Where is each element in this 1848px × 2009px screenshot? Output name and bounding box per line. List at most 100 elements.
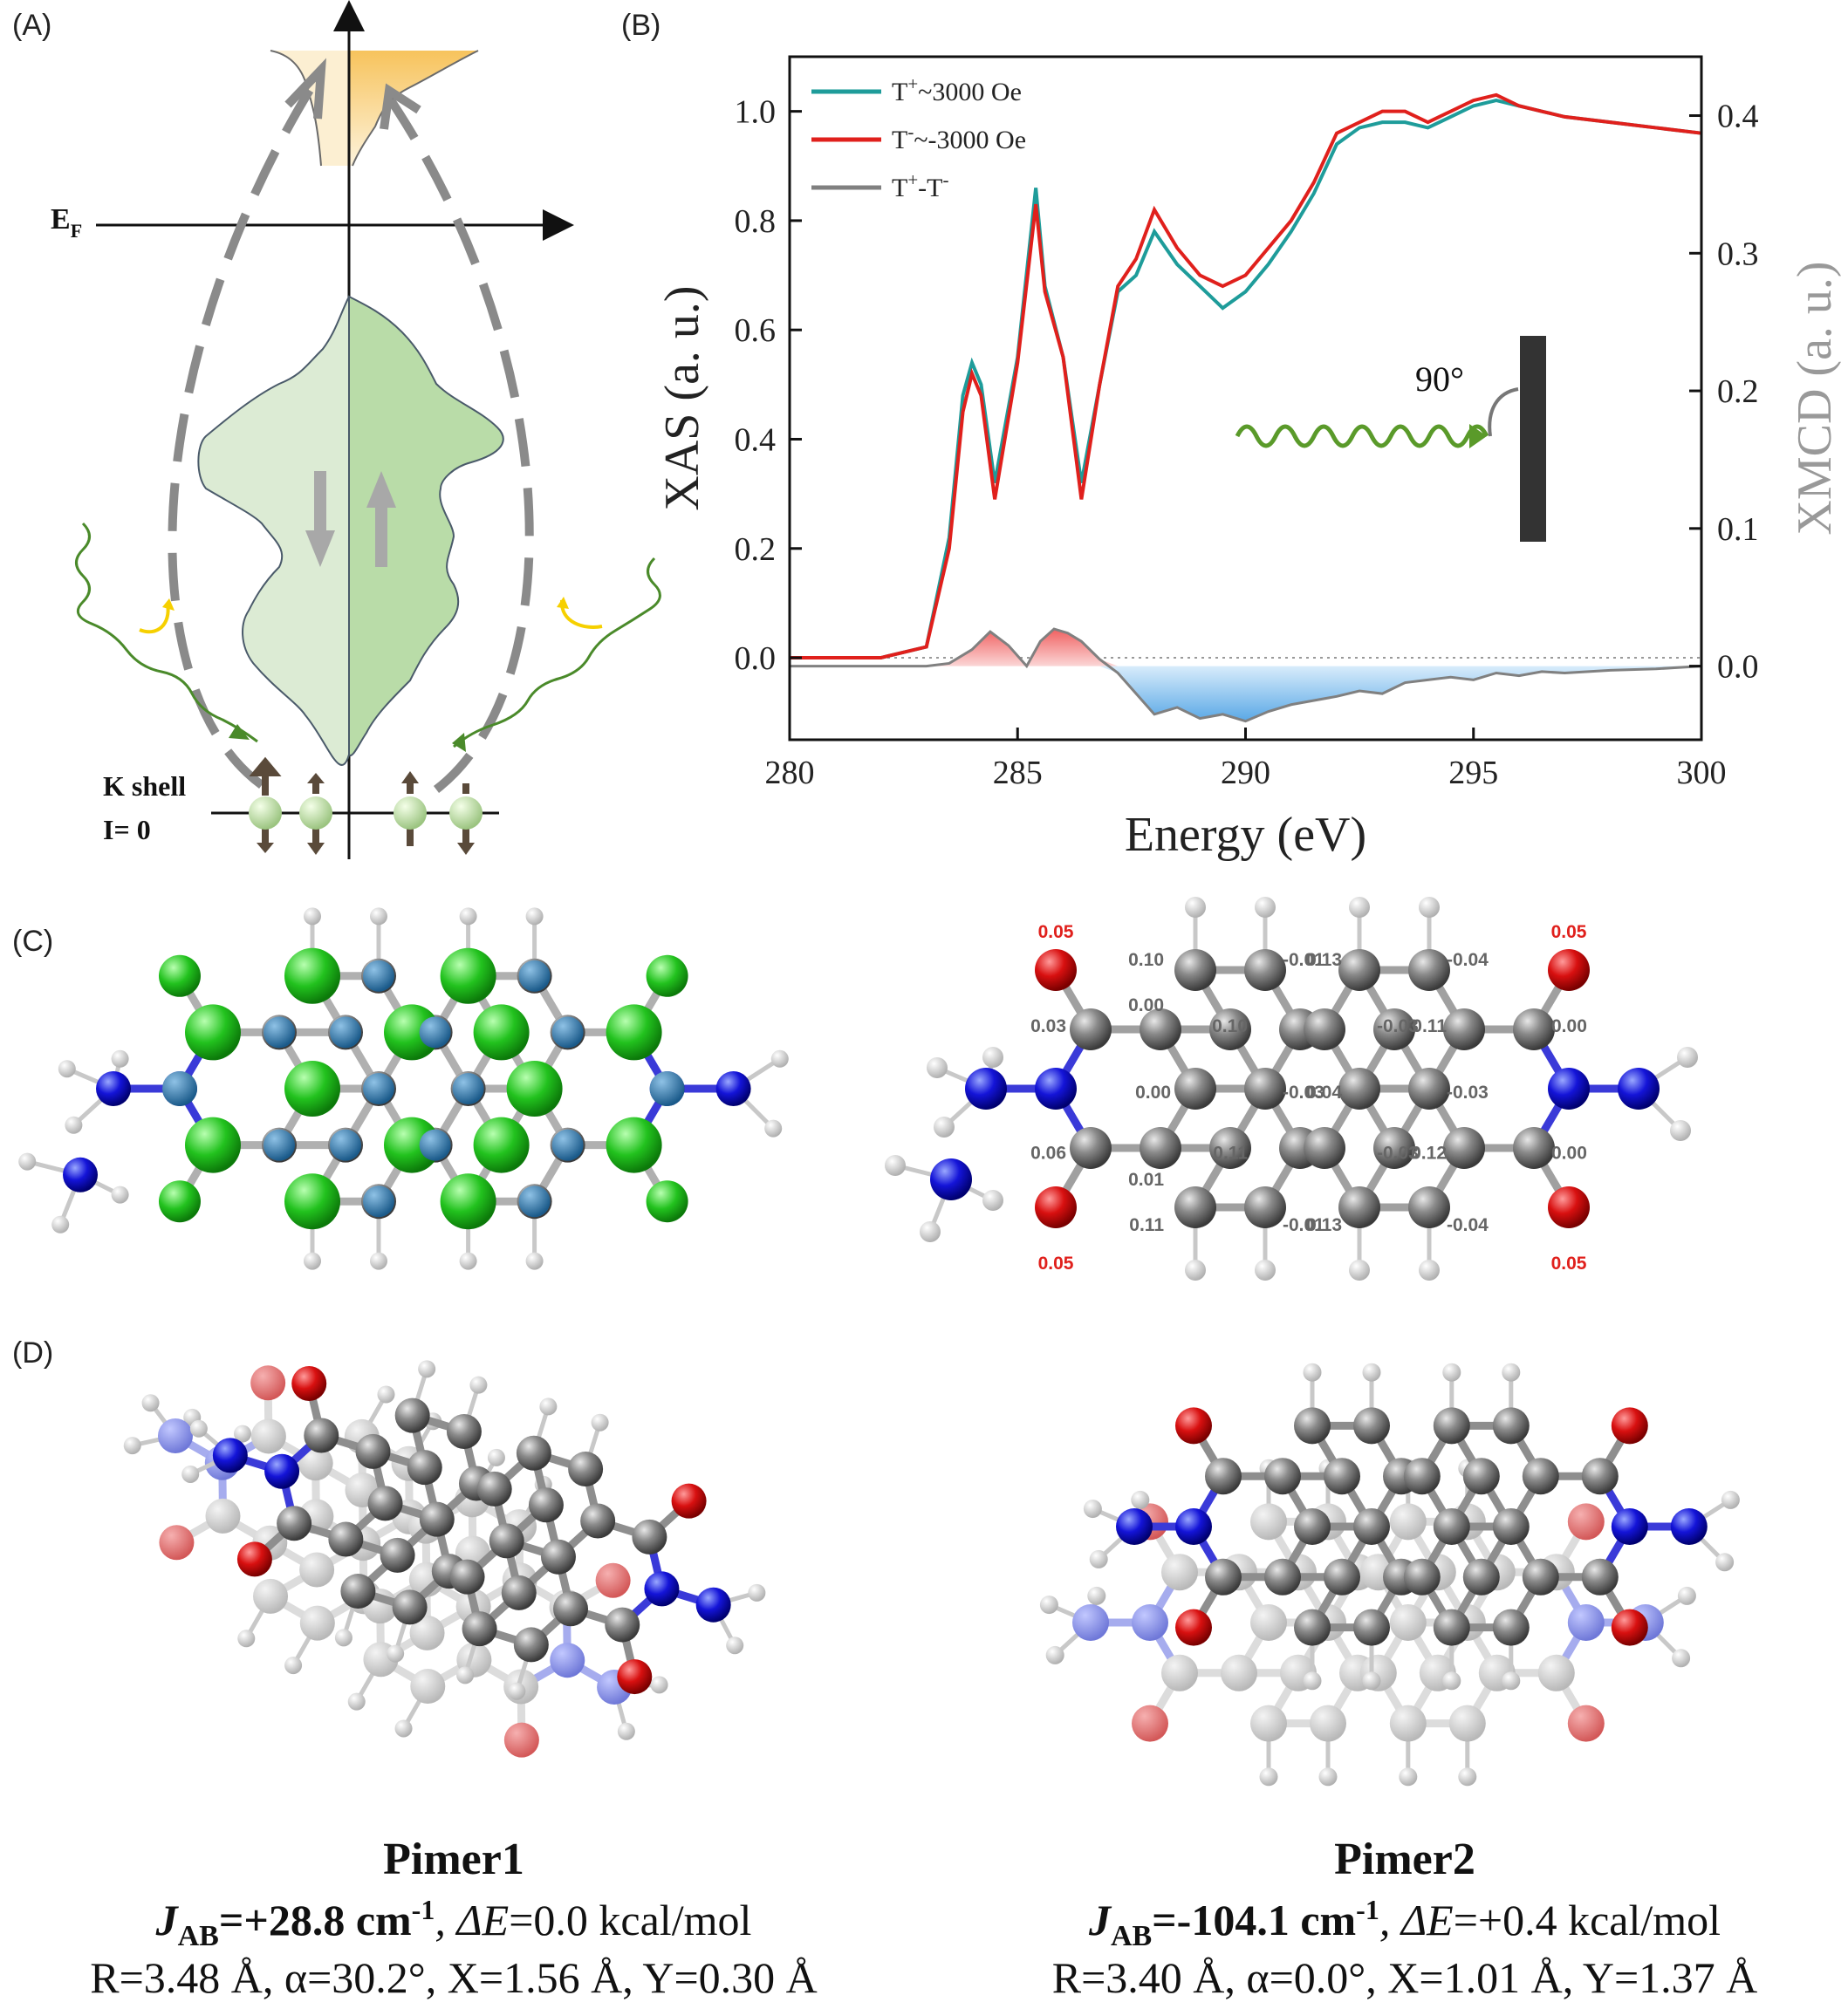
y-tick-label: 1.0	[735, 94, 777, 131]
oxygen-atom	[1567, 1705, 1605, 1742]
hydrogen-atom	[1715, 1553, 1735, 1572]
hydrogen-atom	[982, 1047, 1003, 1068]
carbon-atom	[1353, 1508, 1390, 1545]
carbon-atom	[277, 1506, 312, 1541]
spin-density-alpha-lobe	[440, 1173, 496, 1230]
xmcd-negative-fill	[790, 666, 1701, 721]
carbon-atom	[1294, 1609, 1331, 1646]
hydrogen-atom	[1259, 1767, 1278, 1787]
nitrogen-atom	[157, 1418, 193, 1453]
spin-density-beta-lobe	[264, 1129, 295, 1161]
atomic-charge-label: 0.00	[1135, 1083, 1171, 1103]
hydrogen-atom	[234, 1425, 252, 1443]
spin-down-arrow	[305, 471, 335, 567]
carbon-atom	[392, 1589, 428, 1625]
hydrogen-atom	[1672, 1649, 1691, 1668]
carbon-atom	[1304, 1008, 1345, 1050]
nitrogen-atom	[264, 1453, 300, 1489]
x-tick-label: 295	[1448, 755, 1498, 791]
spin-density-beta-lobe	[264, 1016, 295, 1049]
nitrogen-atom	[1035, 1068, 1077, 1110]
hydrogen-atom	[1255, 897, 1276, 918]
carbon-atom	[1174, 1068, 1216, 1110]
carbon-atom	[1522, 1558, 1559, 1596]
hydrogen-atom	[770, 1049, 789, 1068]
carbon-atom	[1161, 1554, 1198, 1591]
hydrogen-atom	[111, 1049, 129, 1068]
x-tick-label: 300	[1677, 755, 1727, 791]
nuclear-spin-label: I= 0	[103, 814, 151, 845]
hydrogen-atom	[334, 1629, 352, 1647]
y2-tick-label: 0.2	[1717, 373, 1759, 410]
carbon-atom	[1462, 1558, 1500, 1596]
carbon-atom	[1433, 1609, 1470, 1646]
carbon-atom	[580, 1503, 616, 1539]
hydrogen-atom	[189, 1419, 208, 1438]
atomic-charge-label: 0.05	[1551, 922, 1587, 942]
carbon-atom	[1492, 1407, 1530, 1445]
hydrogen-atom	[1670, 1120, 1691, 1141]
nitrogen-atom	[644, 1571, 680, 1607]
panel-d-label: (D)	[12, 1336, 53, 1370]
atomic-charge-label: 0.10	[1212, 1016, 1248, 1036]
oxygen-atom	[159, 1525, 195, 1561]
hydrogen-atom	[539, 1397, 558, 1416]
carbon-atom	[394, 1397, 430, 1433]
carbon-atom	[1443, 1008, 1485, 1050]
hydrogen-atom	[1677, 1586, 1696, 1605]
spin-up-arrow	[366, 471, 396, 567]
hydrogen-atom	[58, 1060, 76, 1078]
hydrogen-atom	[764, 1119, 783, 1138]
carbon-atom	[1221, 1654, 1257, 1691]
carbon-atom	[1522, 1458, 1559, 1495]
hydrogen-atom	[51, 1215, 70, 1233]
carbon-atom	[299, 1605, 335, 1641]
carbon-atom	[1338, 1068, 1380, 1110]
carbon-atom	[1581, 1458, 1619, 1495]
spin-density-alpha-lobe	[606, 1117, 662, 1173]
xas-chart: 280 285 290 295 300 0.0 0.2 0.4 0.6 0.8 1.0 0.0 0.1 0…	[655, 55, 1842, 862]
carbon-atom	[1140, 1008, 1181, 1050]
carbon-atom	[298, 1445, 333, 1481]
hydrogen-atom	[650, 1676, 668, 1694]
carbon-atom	[1492, 1508, 1530, 1545]
nitrogen-atom	[1548, 1068, 1590, 1110]
spin-density-beta-lobe	[363, 1073, 394, 1104]
oxygen-atom	[671, 1483, 707, 1519]
carbon-atom	[1324, 1458, 1360, 1495]
y-tick-label: 0.4	[735, 421, 777, 458]
spin-density-beta-lobe	[330, 1016, 361, 1049]
spin-density-alpha-lobe	[473, 1117, 530, 1173]
y2-tick-label: 0.0	[1717, 649, 1759, 686]
xas-series-2	[790, 92, 1702, 660]
k-shell-label: K shell	[103, 770, 186, 802]
carbon-atom	[1161, 1654, 1198, 1691]
atomic-charge-label: 0.04	[1306, 1083, 1342, 1103]
carbon-atom	[1403, 1558, 1441, 1596]
photon-right	[453, 557, 661, 748]
atomic-charge-label: -0.04	[1447, 1215, 1489, 1235]
carbon-atom	[1304, 1127, 1345, 1169]
carbon-atom	[328, 1521, 364, 1557]
hydrogen-atom	[1721, 1490, 1740, 1509]
hydrogen-atom	[1677, 1047, 1698, 1068]
hydrogen-atom	[284, 1657, 303, 1675]
carbon-atom	[540, 1539, 576, 1575]
occupied-dos-right	[348, 295, 504, 756]
hydrogen-atom	[748, 1583, 766, 1602]
spin-density-alpha-lobe	[185, 1004, 241, 1061]
fermi-label: EF	[51, 203, 82, 242]
hydrogen-atom	[418, 1360, 436, 1378]
photon-right-yellow-arrow	[559, 599, 603, 629]
nitrogen-atom	[1670, 1508, 1708, 1545]
spin-density-alpha-lobe	[646, 954, 688, 997]
nitrogen-atom	[96, 1071, 131, 1106]
hydrogen-atom	[1442, 1363, 1461, 1382]
carbon-atom	[1264, 1458, 1301, 1495]
carbon-atom	[632, 1519, 667, 1555]
hydrogen-atom	[459, 1252, 477, 1270]
oxygen-atom	[1175, 1407, 1212, 1445]
spin-density-beta-lobe	[363, 1186, 394, 1218]
carbon-atom	[1338, 949, 1380, 991]
oxygen-atom	[1548, 1186, 1590, 1228]
